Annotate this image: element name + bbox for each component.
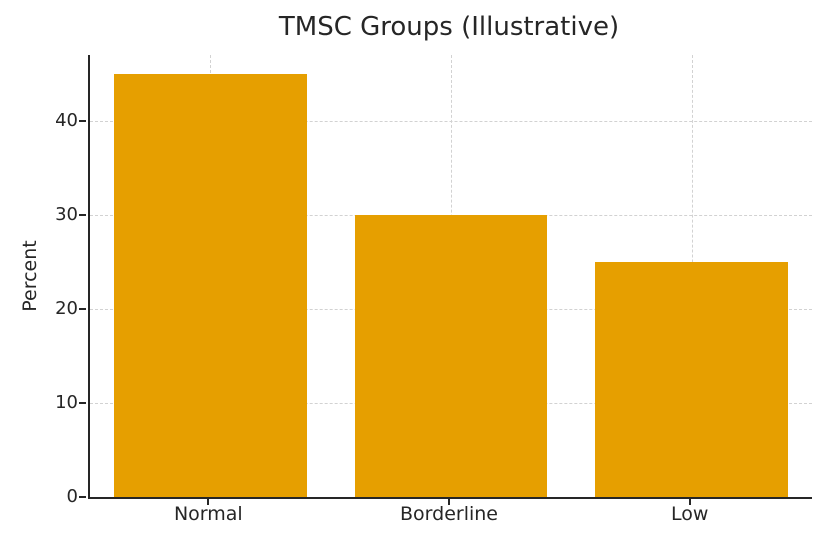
y-tick-label: 30 — [55, 203, 78, 225]
bar-normal — [114, 73, 307, 497]
y-tick-label: 20 — [55, 297, 78, 319]
x-tick-mark — [207, 499, 210, 505]
y-tick-mark — [79, 213, 86, 216]
y-tick-label: 0 — [66, 486, 78, 507]
y-tick-mark — [79, 119, 86, 122]
x-tick-label: Borderline — [400, 503, 498, 525]
y-tick-label: 10 — [55, 391, 78, 413]
x-tick-label: Low — [670, 503, 709, 525]
chart-title: TMSC Groups (Illustrative) — [278, 12, 620, 42]
y-tick-label: 40 — [55, 109, 78, 131]
x-tick-mark — [448, 499, 450, 505]
y-tick-mark — [79, 496, 86, 498]
x-tick-mark — [688, 499, 691, 505]
bar-borderline — [354, 214, 548, 497]
y-tick-mark — [79, 307, 86, 310]
x-tick-label: Normal — [173, 503, 243, 525]
plot-area — [88, 55, 812, 499]
bar-low — [595, 261, 788, 497]
y-tick-mark — [79, 401, 86, 404]
